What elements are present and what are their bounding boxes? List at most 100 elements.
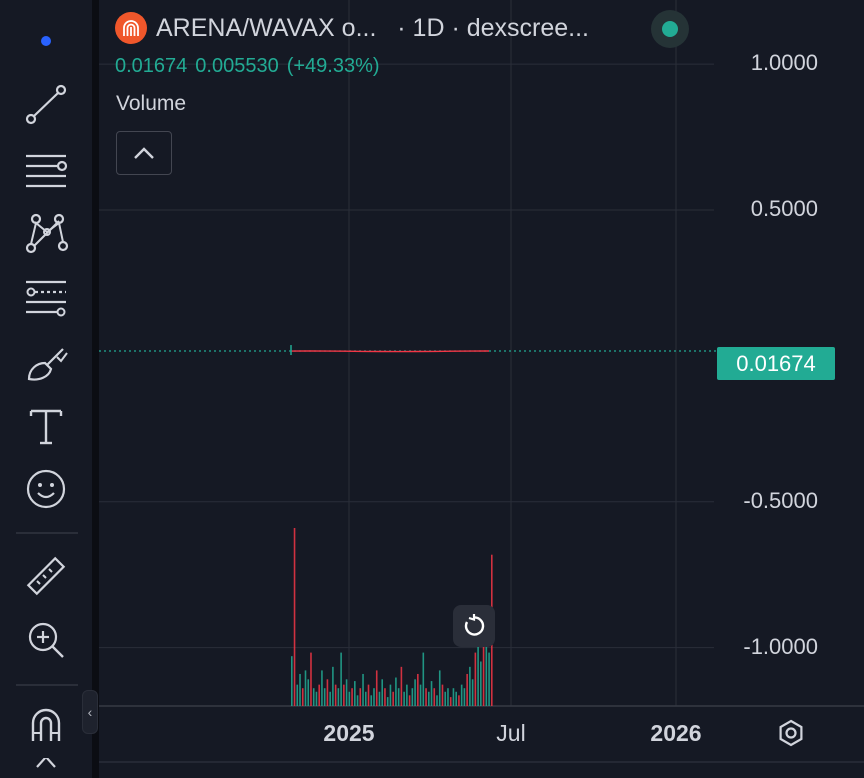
volume-bar — [436, 695, 438, 706]
volume-label[interactable]: Volume — [116, 92, 187, 115]
price-legend: 0.01674 0.005530 (+49.33%) — [115, 55, 388, 78]
y-tick-label: 0.5000 — [750, 196, 818, 222]
volume-bar — [356, 695, 359, 706]
y-tick-label: -0.5000 — [743, 487, 818, 513]
volume-bar — [307, 679, 310, 706]
x-tick-label: Jul — [496, 720, 526, 746]
volume-bar — [343, 684, 345, 706]
volume-bar — [348, 691, 351, 706]
volume-bar — [340, 652, 342, 706]
symbol-legend: ARENA/WAVAX o... · 1D · dexscree... — [115, 12, 589, 44]
volume-bar — [444, 691, 447, 706]
arena-logo-icon[interactable] — [115, 12, 147, 44]
reset-chart-button[interactable] — [453, 605, 495, 647]
volume-bar — [381, 679, 384, 706]
volume-bar — [359, 688, 362, 706]
brush-icon[interactable] — [16, 334, 76, 390]
trend-line-icon[interactable] — [16, 77, 76, 133]
volume-bar — [419, 684, 422, 706]
volume-bar — [427, 691, 430, 706]
lock-icon[interactable] — [16, 758, 76, 778]
chevron-left-icon: ‹ — [87, 704, 93, 720]
volume-bar — [310, 652, 312, 706]
volume-bar — [312, 688, 315, 706]
chart-area[interactable]: ARENA/WAVAX o... · 1D · dexscree... 0.01… — [99, 0, 864, 778]
volume-bar — [397, 688, 400, 706]
horizontal-lines-icon[interactable] — [16, 143, 76, 199]
text-icon[interactable] — [16, 398, 76, 454]
volume-bar — [386, 697, 389, 706]
volume-bar — [477, 643, 479, 706]
price-change-pct: (+49.33%) — [286, 55, 380, 77]
price-change: 0.005530 — [195, 55, 279, 77]
price-series-line — [290, 350, 490, 353]
chart-canvas[interactable] — [99, 0, 864, 778]
volume-bar — [482, 625, 485, 706]
volume-bar — [460, 684, 463, 706]
volume-bar — [291, 656, 293, 706]
volume-bar — [417, 673, 419, 706]
volume-bar — [293, 528, 296, 706]
toolbar-divider — [16, 532, 78, 534]
toolbar-divider — [16, 684, 78, 686]
y-tick-label: -1.0000 — [743, 633, 818, 659]
volume-bar — [408, 695, 411, 706]
volume-bar — [392, 691, 394, 706]
volume-bar — [455, 691, 457, 706]
volume-bar — [375, 670, 378, 706]
volume-bar — [474, 652, 477, 706]
volume-bar — [304, 670, 307, 706]
volume-bar — [438, 670, 441, 706]
volume-bar — [389, 684, 392, 706]
symbol-title[interactable]: ARENA/WAVAX o... · 1D · dexscree... — [156, 14, 589, 43]
volume-bar — [364, 691, 367, 706]
volume-bar — [400, 666, 403, 706]
volume-bar — [318, 684, 320, 706]
settings-icon[interactable] — [776, 718, 806, 748]
volume-bar — [458, 695, 460, 706]
volume-bar — [425, 688, 427, 706]
magnet-icon[interactable] — [16, 698, 76, 754]
last-price: 0.01674 — [115, 55, 188, 77]
volume-bar — [370, 695, 373, 706]
chevron-up-icon — [134, 147, 154, 159]
volume-bar — [315, 691, 318, 706]
volume-bar — [301, 688, 304, 706]
fib-icon[interactable] — [16, 270, 76, 326]
toolbar-separator — [92, 0, 99, 778]
volume-bar — [406, 684, 408, 706]
symbol-name: ARENA/WAVAX o... — [156, 13, 377, 42]
volume-bar — [395, 677, 397, 706]
volume-bar — [430, 681, 433, 706]
volume-bar — [373, 688, 375, 706]
interval-source: · 1D · dexscree... — [397, 13, 590, 42]
volume-bar — [411, 688, 414, 706]
volume-bar — [299, 673, 301, 706]
volume-bar — [334, 684, 337, 706]
volume-bar — [403, 691, 405, 706]
collapse-legend-button[interactable] — [116, 131, 172, 175]
volume-bar — [351, 688, 353, 706]
emoji-icon[interactable] — [16, 461, 76, 517]
last-price-tag: 0.01674 — [717, 347, 835, 380]
volume-bar — [449, 697, 452, 706]
ruler-icon[interactable] — [16, 548, 76, 604]
volume-bar — [469, 666, 471, 706]
volume-bar — [422, 652, 425, 706]
volume-bar — [485, 634, 488, 706]
cursor-dot-icon[interactable] — [41, 36, 51, 46]
volume-bar — [323, 688, 326, 706]
volume-bar — [463, 688, 466, 706]
zoom-in-icon[interactable] — [16, 612, 76, 668]
volume-bar — [326, 679, 329, 706]
volume-bar — [452, 688, 455, 706]
volume-bar — [480, 661, 482, 706]
market-status-button[interactable] — [651, 10, 689, 48]
volume-bar — [441, 684, 444, 706]
pattern-icon[interactable] — [16, 205, 76, 261]
collapse-toolbar-button[interactable]: ‹ — [82, 690, 98, 734]
drawing-toolbar — [0, 0, 92, 778]
volume-bar — [332, 666, 334, 706]
volume-bar — [378, 691, 381, 706]
volume-bar — [433, 688, 436, 706]
